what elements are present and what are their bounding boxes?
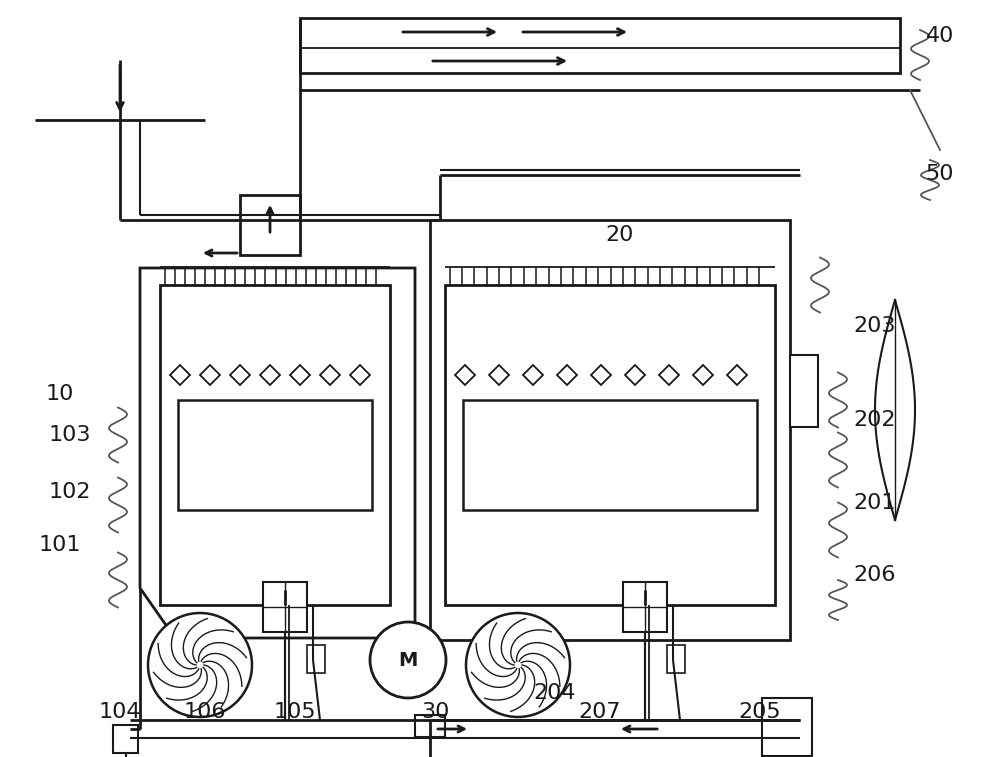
Text: 20: 20 xyxy=(606,225,634,245)
Polygon shape xyxy=(200,365,220,385)
Circle shape xyxy=(148,613,252,717)
Text: 205: 205 xyxy=(739,702,781,721)
Bar xyxy=(623,582,667,632)
Bar xyxy=(790,355,818,427)
Text: 30: 30 xyxy=(421,702,449,721)
Bar xyxy=(113,725,138,753)
Bar xyxy=(762,698,812,756)
Text: 103: 103 xyxy=(49,425,91,445)
Bar xyxy=(445,285,775,605)
Text: 10: 10 xyxy=(46,384,74,403)
Bar xyxy=(667,645,685,673)
Circle shape xyxy=(370,622,446,698)
Polygon shape xyxy=(290,365,310,385)
Circle shape xyxy=(466,613,570,717)
Polygon shape xyxy=(455,365,475,385)
Polygon shape xyxy=(230,365,250,385)
Polygon shape xyxy=(523,365,543,385)
Polygon shape xyxy=(320,365,340,385)
Polygon shape xyxy=(557,365,577,385)
Text: 101: 101 xyxy=(39,535,81,555)
Text: 104: 104 xyxy=(99,702,141,721)
Bar xyxy=(307,645,325,673)
Polygon shape xyxy=(260,365,280,385)
Text: 105: 105 xyxy=(274,702,316,721)
Bar xyxy=(240,195,300,255)
Polygon shape xyxy=(693,365,713,385)
Polygon shape xyxy=(659,365,679,385)
Text: 102: 102 xyxy=(49,482,91,502)
Bar xyxy=(263,582,307,632)
Polygon shape xyxy=(170,365,190,385)
Text: 106: 106 xyxy=(184,702,226,721)
Text: 50: 50 xyxy=(926,164,954,184)
Polygon shape xyxy=(727,365,747,385)
Text: 206: 206 xyxy=(854,565,896,585)
Bar xyxy=(415,715,445,737)
Text: 201: 201 xyxy=(854,494,896,513)
Text: 207: 207 xyxy=(579,702,621,721)
Text: 203: 203 xyxy=(854,316,896,335)
Polygon shape xyxy=(350,365,370,385)
Polygon shape xyxy=(625,365,645,385)
Polygon shape xyxy=(489,365,509,385)
Bar xyxy=(178,400,372,510)
Text: M: M xyxy=(398,650,418,669)
Polygon shape xyxy=(140,268,415,638)
Bar xyxy=(463,400,757,510)
Polygon shape xyxy=(591,365,611,385)
Bar xyxy=(160,285,390,605)
Text: 40: 40 xyxy=(926,26,954,46)
Bar xyxy=(430,220,790,640)
Text: 204: 204 xyxy=(534,683,576,702)
Text: 202: 202 xyxy=(854,410,896,430)
Bar xyxy=(300,18,900,73)
